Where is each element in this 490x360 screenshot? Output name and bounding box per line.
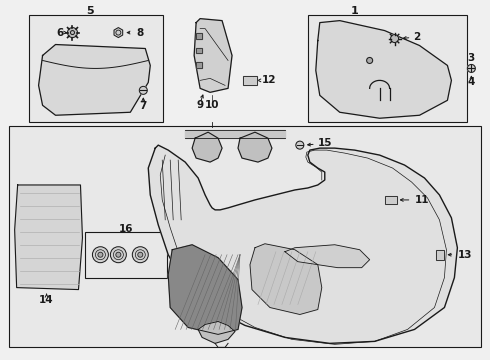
Circle shape: [138, 252, 143, 257]
Text: 11: 11: [415, 195, 429, 205]
Polygon shape: [39, 45, 150, 115]
Text: 6: 6: [56, 28, 64, 37]
Text: 5: 5: [87, 6, 94, 15]
Polygon shape: [316, 21, 451, 118]
Text: 15: 15: [318, 138, 332, 148]
Text: 14: 14: [39, 294, 54, 305]
Bar: [385, 196, 396, 204]
Polygon shape: [148, 145, 457, 343]
Bar: [308, 15, 467, 122]
Bar: [196, 48, 202, 54]
Polygon shape: [168, 245, 242, 334]
Text: 2: 2: [414, 32, 421, 41]
Text: 9: 9: [196, 100, 204, 110]
Text: 12: 12: [262, 75, 276, 85]
Circle shape: [93, 247, 108, 263]
Bar: [196, 32, 202, 39]
Text: 4: 4: [467, 77, 475, 87]
Polygon shape: [198, 321, 235, 343]
Circle shape: [68, 28, 77, 37]
Text: 16: 16: [119, 224, 134, 234]
Bar: [85, 232, 167, 278]
Text: 3: 3: [468, 54, 475, 63]
Bar: [9, 126, 481, 347]
Bar: [437, 250, 444, 260]
Circle shape: [391, 35, 398, 42]
Bar: [196, 62, 202, 68]
Circle shape: [132, 247, 148, 263]
Text: 13: 13: [457, 250, 472, 260]
Polygon shape: [194, 19, 232, 92]
Circle shape: [296, 141, 304, 149]
Polygon shape: [285, 245, 369, 268]
Bar: [196, 48, 202, 54]
Bar: [243, 76, 257, 85]
Text: 7: 7: [140, 101, 147, 111]
Bar: [385, 196, 396, 204]
Polygon shape: [250, 244, 322, 315]
Circle shape: [367, 58, 372, 63]
Circle shape: [467, 64, 475, 72]
Polygon shape: [15, 185, 82, 289]
Bar: [243, 76, 257, 85]
Bar: [196, 32, 202, 39]
Circle shape: [110, 247, 126, 263]
Circle shape: [116, 252, 121, 257]
Polygon shape: [192, 132, 222, 162]
Text: 8: 8: [136, 28, 144, 37]
Text: 10: 10: [205, 100, 220, 110]
Circle shape: [98, 252, 103, 257]
Circle shape: [139, 86, 147, 94]
Polygon shape: [185, 130, 285, 138]
Bar: [28, 15, 163, 122]
Polygon shape: [238, 132, 272, 162]
Bar: [437, 250, 444, 260]
Bar: [196, 62, 202, 68]
Text: 1: 1: [351, 6, 359, 15]
